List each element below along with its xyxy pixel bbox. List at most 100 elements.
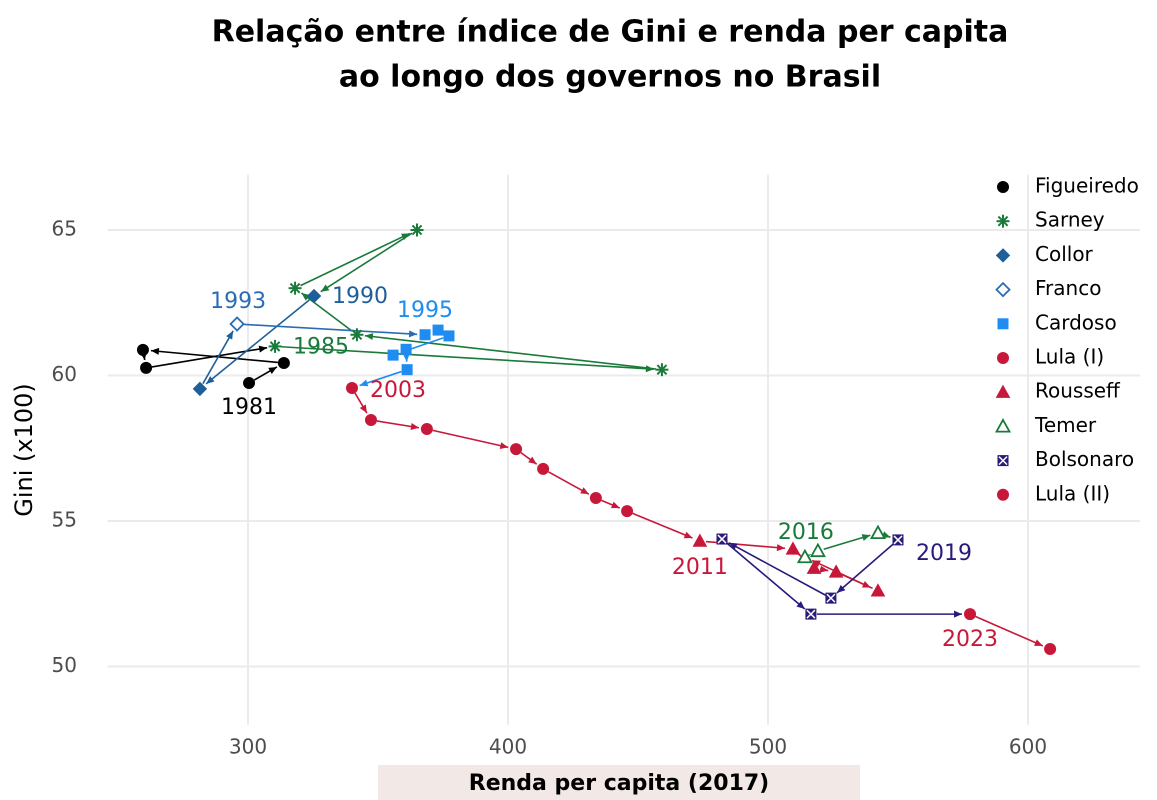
point [621,505,634,518]
marker-part [537,462,550,475]
marker-part [809,542,826,558]
legend-label: Lula (I) [1035,345,1104,369]
marker-part [192,381,208,397]
point [716,533,728,545]
point [964,608,977,621]
legend-label: Collor [1035,242,1094,266]
connector [280,345,654,370]
arrow-head [402,353,410,362]
arrow-head [301,293,310,301]
legend-label: Rousseff [1035,379,1121,403]
point [229,316,245,332]
point-label: 1995 [397,298,453,323]
marker-part [289,282,301,294]
point [537,462,550,475]
point [432,324,444,336]
x-tick-label: 400 [489,735,527,759]
point [997,181,1009,193]
point-label: 2016 [778,520,834,545]
legend-label: Figueiredo [1035,174,1139,198]
connector [728,542,827,596]
marker-part [828,564,844,578]
connector [320,232,413,293]
grid: 300 400 500 600 50 55 60 65 [52,174,1140,759]
marker-part [997,318,1009,330]
marker-part [420,423,433,436]
point [136,343,149,356]
arrow-head [776,544,785,552]
marker-part [869,524,887,540]
marker-part [796,548,813,564]
point-label: 1990 [332,284,388,309]
point [825,592,837,604]
marker-part [401,364,413,376]
point-label: 1985 [293,334,349,359]
point-label: 2011 [672,555,728,580]
marker-part [806,560,822,574]
arrow-head [954,610,963,618]
connector [811,559,873,590]
marker-part [136,343,149,356]
marker-part [229,316,245,332]
marker-part [1044,643,1057,656]
marker-part [997,215,1009,227]
legend-label: Temer [1034,413,1097,437]
y-axis-label: Gini (x100) [10,383,38,517]
point [994,418,1012,433]
point [869,524,887,540]
point [995,248,1011,263]
arrow-head [320,284,330,292]
marker-part [997,488,1009,501]
legend-label: Lula (II) [1035,481,1110,505]
arrow-head [206,376,215,384]
legend-label: Cardoso [1035,310,1117,334]
arrow-head [796,601,805,609]
connector [300,292,353,332]
point [387,349,399,361]
point-label: 1981 [221,395,277,420]
point-label: 2019 [916,541,972,566]
point [288,281,302,295]
point [870,583,886,597]
connector [364,334,657,370]
point [995,384,1011,398]
y-tick-label: 60 [52,362,77,386]
x-label-box [378,765,860,800]
arrow-head [836,584,846,593]
point [785,541,801,555]
marker-part [692,533,708,547]
marker-part [621,505,634,518]
y-tick-label: 50 [52,653,77,677]
marker-part [870,583,886,597]
connector [300,232,411,287]
point [401,364,413,376]
legend: Figueiredo Sarney Collor Franco Cardoso Lula … [994,174,1139,505]
point [997,488,1009,501]
marker-part [785,541,801,555]
point [364,414,377,427]
marker-part [656,364,668,375]
chart-title: Relação entre índice de Gini e renda per… [212,15,1009,50]
point [892,534,904,546]
point [268,339,282,353]
marker-part [510,443,523,456]
connector [151,346,268,368]
arrow-head [359,379,369,387]
point [805,608,817,620]
point [420,423,433,436]
point [192,381,208,397]
connector [243,323,418,336]
point [997,352,1009,364]
point [410,223,424,237]
x-tick-label: 600 [1009,735,1047,759]
marker-part [364,414,377,427]
connector [726,542,806,610]
marker-part [400,343,412,355]
point [306,288,322,304]
marker-part [306,288,322,304]
marker-part [998,456,1008,466]
point [828,564,844,578]
marker-part [717,534,727,544]
arrow-head [1034,639,1043,646]
point [346,382,358,395]
